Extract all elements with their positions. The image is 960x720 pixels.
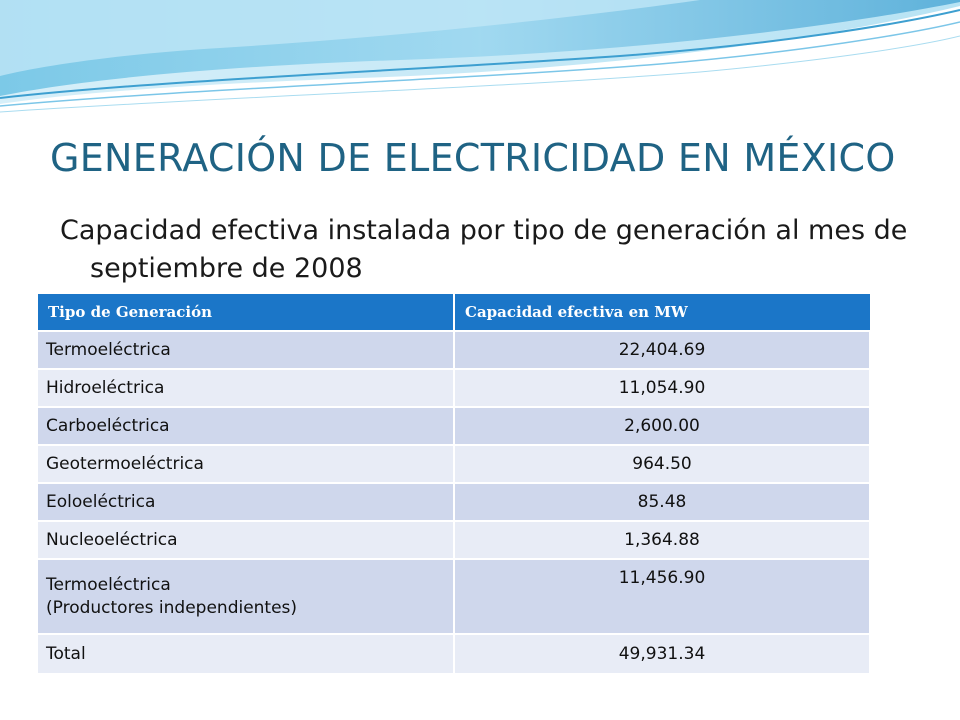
table-row: Nucleoeléctrica 1,364.88 — [38, 520, 871, 559]
row-capacidad: 22,404.69 — [454, 330, 871, 369]
table-row: Hidroeléctrica 11,054.90 — [38, 368, 871, 407]
table-row: Termoeléctrica 22,404.69 — [38, 330, 871, 369]
column-header-capacidad: Capacidad efectiva en MW — [454, 294, 870, 331]
column-header-tipo: Tipo de Generación — [38, 294, 455, 331]
table-row-total: Total 49,931.34 — [38, 633, 871, 673]
row-tipo: Geotermoeléctrica — [38, 444, 455, 483]
slide-title: GENERACIÓN DE ELECTRICIDAD EN MÉXICO — [50, 136, 896, 180]
row-capacidad: 11,054.90 — [454, 368, 871, 407]
table-row: Carboeléctrica 2,600.00 — [38, 406, 871, 445]
row-capacidad: 2,600.00 — [454, 406, 871, 445]
row-tipo: Termoeléctrica (Productores independient… — [38, 558, 455, 634]
row-tipo: Total — [38, 633, 455, 673]
slide-subtitle: Capacidad efectiva instalada por tipo de… — [60, 215, 908, 284]
row-capacidad: 11,456.90 — [454, 558, 871, 634]
row-tipo: Eoloeléctrica — [38, 482, 455, 521]
row-capacidad: 49,931.34 — [454, 633, 871, 673]
table-row: Eoloeléctrica 85.48 — [38, 482, 871, 521]
row-capacidad: 964.50 — [454, 444, 871, 483]
decorative-wave-header — [0, 0, 960, 113]
row-tipo: Hidroeléctrica — [38, 368, 455, 407]
table-row: Termoeléctrica (Productores independient… — [38, 558, 871, 634]
row-tipo: Termoeléctrica — [38, 330, 455, 369]
row-capacidad: 1,364.88 — [454, 520, 871, 559]
row-tipo: Carboeléctrica — [38, 406, 455, 445]
row-tipo: Nucleoeléctrica — [38, 520, 455, 559]
row-capacidad: 85.48 — [454, 482, 871, 521]
table-header-row: Tipo de Generación Capacidad efectiva en… — [38, 294, 870, 331]
table-row: Geotermoeléctrica 964.50 — [38, 444, 871, 483]
capacity-table: Tipo de Generación Capacidad efectiva en… — [38, 294, 871, 673]
